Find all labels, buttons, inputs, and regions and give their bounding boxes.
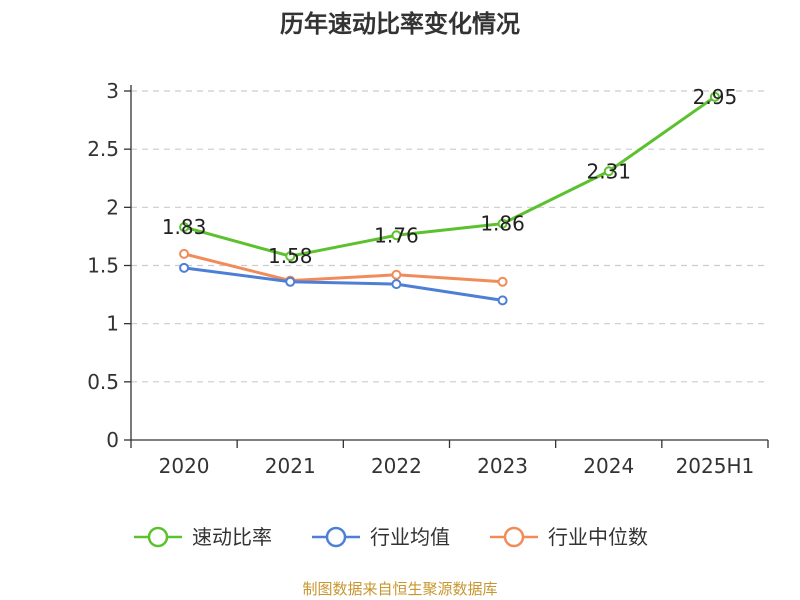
- data-point: [497, 276, 508, 287]
- x-tick-label: 2025H1: [676, 454, 755, 478]
- legend[interactable]: 速动比率 行业均值 行业中位数: [134, 525, 648, 549]
- data-point: [603, 166, 614, 177]
- data-label: 1.76: [374, 223, 419, 247]
- data-point: [179, 262, 190, 273]
- data-label: 1.86: [480, 212, 525, 236]
- data-point: [179, 222, 190, 233]
- data-point: [285, 251, 296, 262]
- legend-label: 速动比率: [192, 525, 272, 549]
- x-tick-label: 2020: [159, 454, 210, 478]
- y-tick-label: 1: [106, 312, 119, 336]
- chart-title: 历年速动比率变化情况: [280, 10, 520, 38]
- data-label: 1.83: [162, 215, 207, 239]
- legend-item-0[interactable]: 速动比率: [134, 525, 272, 549]
- axes: 0 0.5 1 1.5 2 2.5 3 2020 2021 2022 2023 2024 2025H1: [87, 79, 769, 478]
- y-tick-label: 2: [106, 195, 119, 219]
- data-point: [497, 295, 508, 306]
- x-tick-label: 2021: [265, 454, 316, 478]
- legend-marker: [503, 526, 525, 548]
- legend-marker: [147, 526, 169, 548]
- data-point: [179, 248, 190, 259]
- legend-marker: [325, 526, 347, 548]
- data-point: [285, 276, 296, 287]
- data-label: 1.58: [268, 244, 313, 268]
- data-point: [391, 269, 402, 280]
- data-point: [709, 91, 720, 102]
- series-line-0: [183, 95, 716, 258]
- x-tick-label: 2024: [583, 454, 634, 478]
- y-tick-label: 3: [106, 79, 119, 103]
- data-label: 2.95: [693, 85, 738, 109]
- x-tick-label: 2022: [371, 454, 422, 478]
- legend-item-1[interactable]: 行业均值: [312, 525, 450, 549]
- y-tick-label: 2.5: [87, 137, 119, 161]
- source-note: 制图数据来自恒生聚源数据库: [302, 580, 497, 598]
- x-tick-label: 2023: [477, 454, 528, 478]
- y-tick-label: 0: [106, 428, 119, 452]
- data-point: [391, 279, 402, 290]
- series-line-2: [183, 252, 503, 284]
- y-tick-label: 0.5: [87, 370, 119, 394]
- data-labels: 1.83 1.58 1.76 1.86 2.31 2.95: [162, 85, 737, 268]
- legend-label: 行业均值: [370, 525, 450, 549]
- gridlines: [131, 90, 768, 383]
- data-label: 2.31: [586, 159, 631, 183]
- y-tick-label: 1.5: [87, 254, 119, 278]
- data-point: [497, 218, 508, 229]
- data-point: [391, 230, 402, 241]
- series-lines: [179, 91, 720, 306]
- legend-label: 行业中位数: [548, 525, 648, 549]
- legend-item-2[interactable]: 行业中位数: [490, 525, 648, 549]
- series-line-1: [183, 266, 503, 302]
